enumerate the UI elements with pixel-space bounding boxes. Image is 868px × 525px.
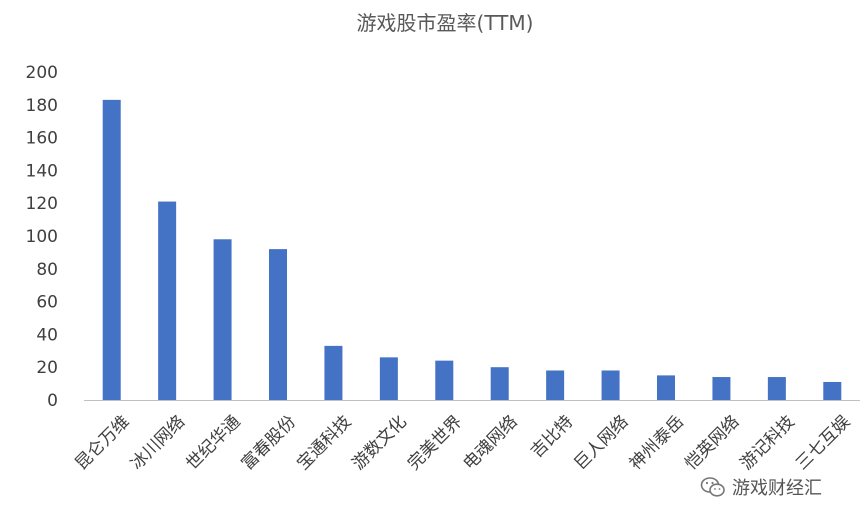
bar [102, 99, 121, 400]
x-tick-label: 三七互娱 [792, 412, 854, 474]
bar [324, 345, 343, 400]
bar [712, 377, 731, 400]
watermark: 游戏财经汇 [700, 474, 860, 500]
x-tick-label: 恺英网络 [681, 412, 743, 474]
bar [767, 377, 786, 400]
y-axis-ticks: 0 20 40 60 80 100 120 140 160 180 200 [26, 63, 58, 411]
y-tick-label: 140 [26, 161, 58, 181]
bar [213, 239, 232, 400]
x-tick-label: 冰川网络 [127, 412, 189, 474]
bar [823, 381, 842, 400]
x-tick-label: 昆仑万维 [72, 412, 134, 474]
wechat-icon [700, 477, 725, 497]
x-tick-label: 完美世界 [404, 412, 466, 474]
chart-title: 游戏股市盈率(TTM) [357, 11, 534, 35]
x-tick-label: 电魂网络 [460, 412, 522, 474]
y-tick-label: 0 [47, 391, 58, 411]
x-tick-label: 富春股份 [238, 412, 300, 474]
y-tick-label: 160 [26, 129, 58, 149]
y-tick-label: 20 [36, 358, 58, 378]
bar [269, 249, 287, 400]
y-tick-label: 100 [26, 227, 58, 247]
bar [657, 375, 675, 400]
y-tick-label: 200 [26, 63, 58, 83]
x-tick-label: 神州泰岳 [626, 412, 688, 474]
y-tick-label: 120 [26, 194, 58, 214]
bars [102, 99, 842, 400]
bar [601, 370, 620, 400]
bar [435, 360, 454, 400]
x-tick-label: 世纪华通 [182, 412, 244, 474]
bar [158, 201, 177, 400]
y-tick-label: 40 [36, 325, 58, 345]
bar [546, 370, 565, 400]
bar [490, 367, 509, 400]
y-tick-label: 60 [36, 293, 58, 313]
watermark-text: 游戏财经汇 [732, 478, 822, 499]
x-tick-label: 游数文化 [349, 412, 411, 474]
x-tick-label: 宝通科技 [293, 412, 355, 474]
x-tick-label: 巨人网络 [570, 412, 632, 474]
y-tick-label: 180 [26, 96, 58, 116]
x-tick-label: 吉比特 [527, 412, 577, 462]
y-tick-label: 80 [36, 260, 58, 280]
bar [379, 357, 398, 400]
x-tick-label: 游记科技 [737, 412, 799, 474]
